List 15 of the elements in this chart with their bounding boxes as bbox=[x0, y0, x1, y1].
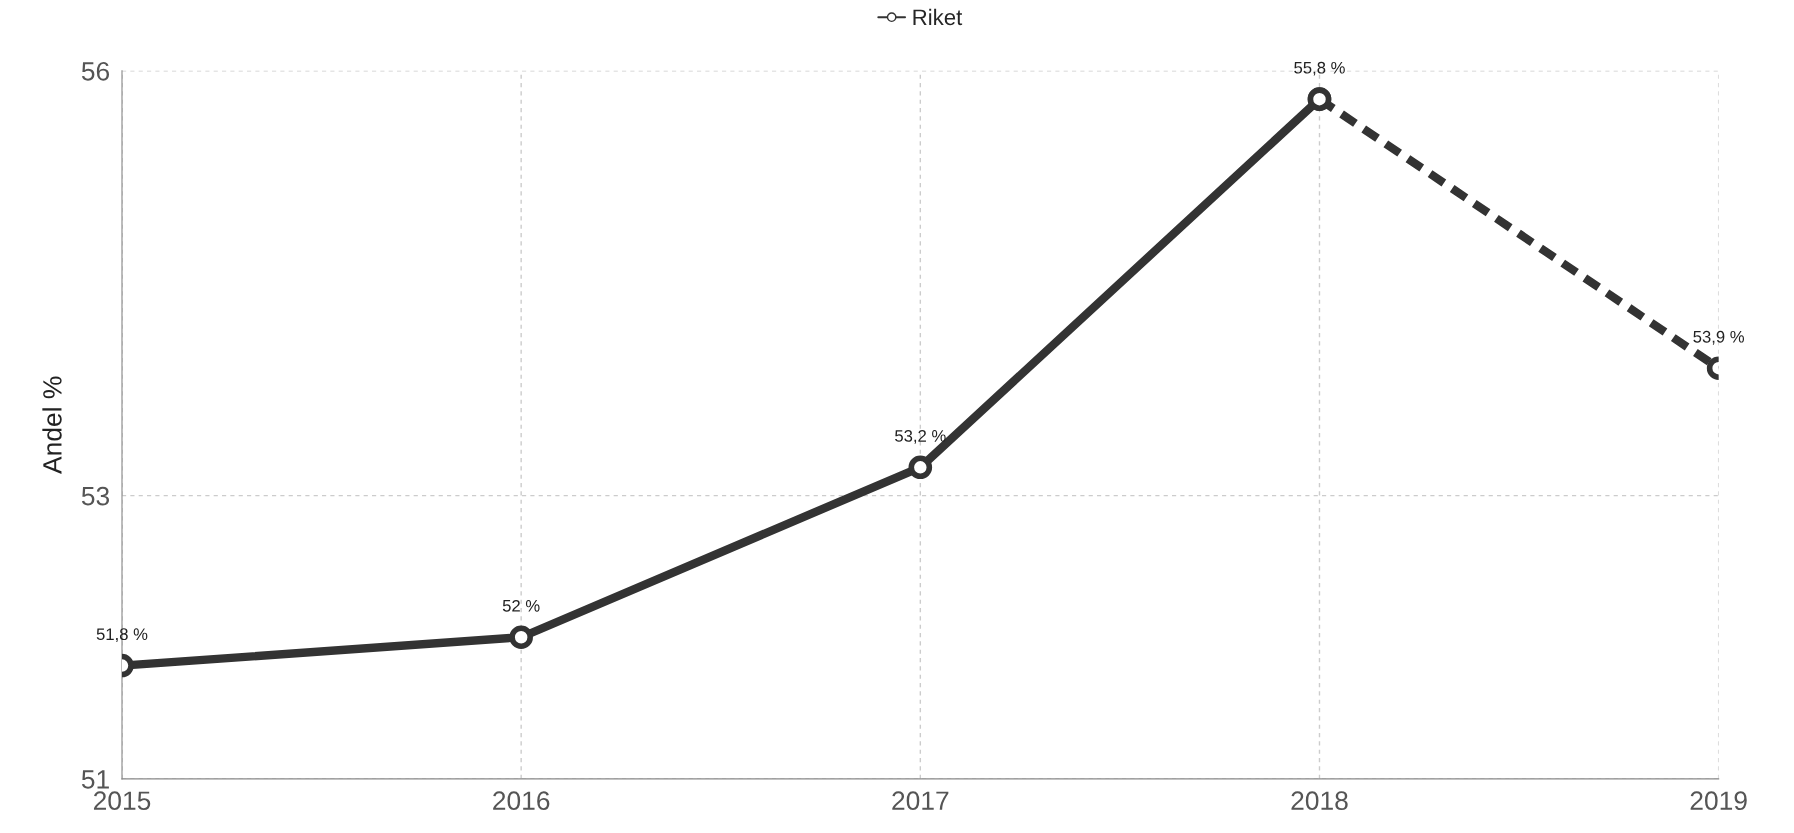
x-tick-label: 2015 bbox=[93, 791, 151, 811]
y-tick-label: 56 bbox=[81, 61, 110, 81]
y-tick-label: 51 bbox=[81, 770, 109, 789]
data-label: 53,2 % bbox=[895, 429, 946, 444]
x-tick-label: 2018 bbox=[1291, 791, 1348, 811]
x-tick-label: 2019 bbox=[1690, 791, 1747, 811]
legend-label: Riket bbox=[913, 8, 963, 26]
data-label: 52 % bbox=[502, 599, 540, 612]
data-label: 51,8 % bbox=[96, 628, 148, 643]
data-label: 55,8 % bbox=[1294, 61, 1345, 76]
x-tick-label: 2016 bbox=[493, 791, 550, 811]
y-axis-title: Andel % bbox=[42, 376, 62, 474]
x-tick-label: 2017 bbox=[892, 791, 949, 811]
y-tick-label: 53 bbox=[81, 486, 110, 506]
data-label: 53,9 % bbox=[1693, 330, 1744, 345]
